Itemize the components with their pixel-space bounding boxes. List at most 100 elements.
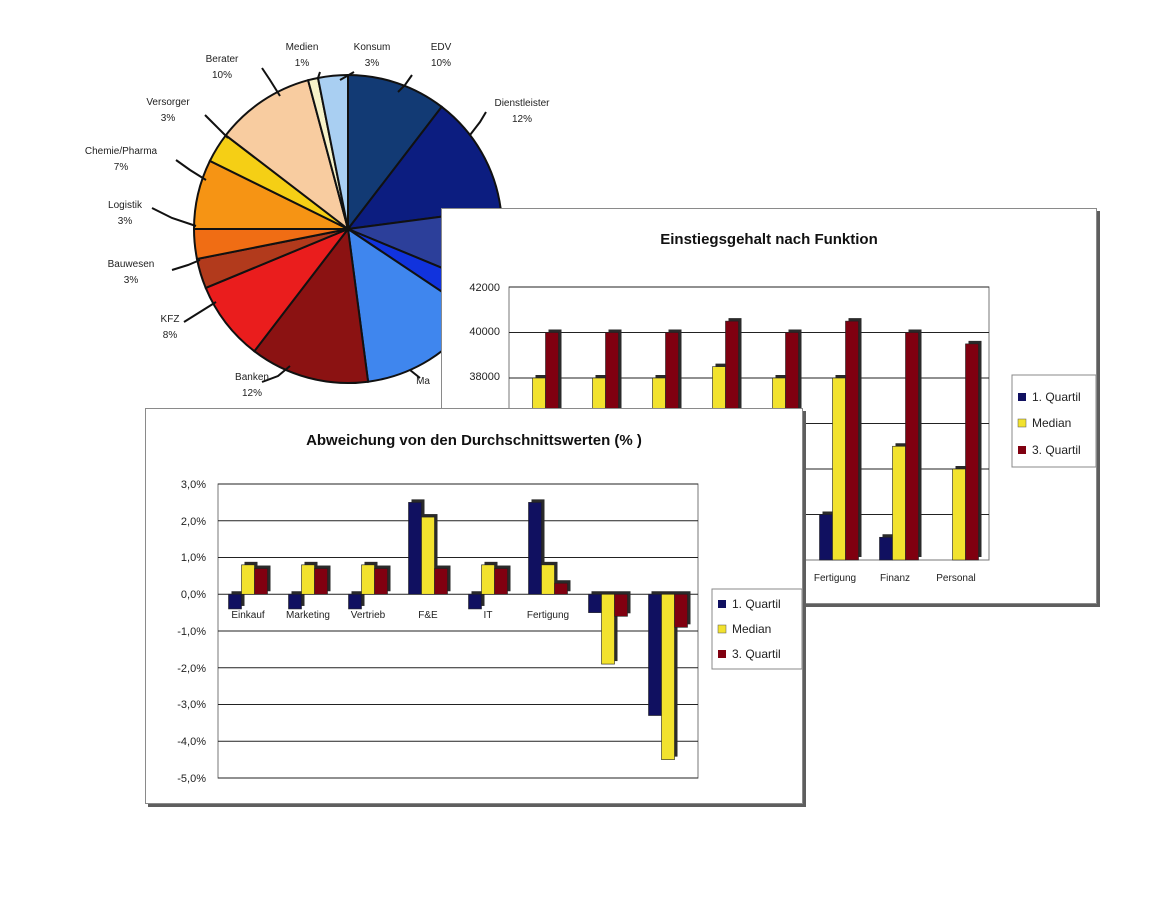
pie-label-berater: Berater [206,54,239,65]
pie-slice-5 [252,226,370,385]
dev-legend-q3: 3. Quartil [732,647,781,661]
salary-bar-s2-c5 [845,320,859,561]
pie-value-banken: 12% [242,388,262,399]
salary-xtick-fertigung: Fertigung [814,573,856,584]
dev-xtick-vertrieb: Vertrieb [351,610,386,621]
salary-bar-s2-c7 [965,343,979,561]
dev-bar-s0-c7 [648,593,662,716]
dev-bar-s0-c5 [528,502,542,595]
salary-bar-s0-c5 [819,514,833,561]
pie-label-medien: Medien [286,42,319,53]
pie-leader-lines [151,67,487,383]
salary-bar-s1-c7 [952,468,966,561]
salary-legend-swatch-q1 [1018,393,1026,401]
dev-xtick-marketing: Marketing [286,610,330,621]
dev-bar-s2-c5 [554,582,568,595]
dev-ytick-7: -4,0% [177,736,206,748]
pie-label-versorger: Versorger [146,97,190,108]
salary-legend-swatch-median [1017,418,1027,428]
salary-xtick-finanz: Finanz [880,573,910,584]
dev-bar-s2-c4 [494,568,508,595]
dev-bar-s0-c2 [348,593,362,610]
pie-label-edv: EDV [431,42,452,53]
dev-xtick-it: IT [484,610,493,621]
pie-label-kfz: KFZ [161,314,180,325]
salary-bar-s1-c6 [892,445,906,561]
deviation-chart: Abweichung von den Durchschnittswerten (… [177,432,802,785]
salary-legend-q1: 1. Quartil [1032,390,1081,404]
dev-bar-s1-c1 [301,564,315,595]
dev-ytick-8: -5,0% [177,773,206,785]
pie-value-edv: 10% [431,58,451,69]
salary-xtick-personal: Personal [936,573,975,584]
salary-legend-median: Median [1032,416,1071,430]
deviation-bars [228,499,691,760]
deviation-x-axis: Einkauf Marketing Vertrieb F&E IT Fertig… [231,610,569,621]
salary-ytick-0: 42000 [469,282,500,294]
dev-bar-s0-c4 [468,593,482,610]
dev-bar-s1-c6 [601,593,615,665]
dev-bar-s1-c7 [661,593,675,760]
dev-bar-s1-c4 [481,564,495,595]
dev-xtick-fe: F&E [418,610,438,621]
dev-legend-box [711,588,802,670]
dev-legend-q1: 1. Quartil [732,597,781,611]
pie-value-versorger: 3% [161,113,176,124]
dev-ytick-2: 1,0% [181,552,206,564]
pie-value-berater: 10% [212,70,232,81]
pie-label-konsum: Konsum [354,42,391,53]
dev-ytick-6: -3,0% [177,699,206,711]
dev-legend-median: Median [732,622,771,636]
dev-bar-s2-c3 [434,568,448,595]
pie-value-kfz: 8% [163,330,178,341]
dev-xtick-einkauf: Einkauf [231,610,265,621]
pie-label-chemie: Chemie/Pharma [85,146,158,157]
dev-bar-s2-c6 [614,593,628,617]
dev-bar-s0-c1 [288,593,302,610]
dev-bar-s1-c0 [241,564,255,595]
dev-legend-swatch-median [717,624,727,634]
pie-value-logistik: 3% [118,216,133,227]
salary-ytick-2: 38000 [469,371,500,383]
salary-chart-title: Einstiegsgehalt nach Funktion [660,231,878,248]
pie-slice-1 [345,105,502,231]
pie-label-logistik: Logistik [108,200,143,211]
salary-x-axis: Fertigung Finanz Personal [814,573,976,584]
pie-labels: EDV 10% Dienstleister 12% Ma Banken 12% … [85,42,550,399]
pie-label-ma: Ma [416,376,430,387]
pie-label-bauwesen: Bauwesen [108,259,155,270]
dev-ytick-5: -2,0% [177,663,206,675]
dev-bar-s2-c2 [374,568,388,595]
dev-legend-swatch-q3 [718,650,726,658]
pie-slice-0 [347,73,444,232]
dev-ytick-0: 3,0% [181,479,206,491]
pie-value-medien: 1% [295,58,310,69]
dev-ytick-3: 0,0% [181,589,206,601]
dev-ytick-1: 2,0% [181,516,206,528]
dev-bar-s1-c3 [421,516,435,595]
dev-xtick-fertigung: Fertigung [527,610,569,621]
dev-bar-s0-c3 [408,502,422,595]
deviation-chart-panel: Abweichung von den Durchschnittswerten (… [145,408,803,804]
salary-ytick-1: 40000 [469,326,500,338]
dev-bar-s2-c0 [254,568,268,595]
dev-legend-swatch-q1 [718,600,726,608]
pie-value-bauwesen: 3% [124,275,139,286]
dev-bar-s0-c0 [228,593,242,610]
deviation-legend: 1. Quartil Median 3. Quartil [711,588,802,670]
pie-value-konsum: 3% [365,58,380,69]
dev-ytick-4: -1,0% [177,626,206,638]
salary-legend-swatch-q3 [1018,446,1026,454]
pie-value-chemie: 7% [114,162,129,173]
salary-y-axis: 42000 40000 38000 [469,282,500,383]
dev-bar-s2-c1 [314,568,328,595]
dev-bar-s2-c7 [674,593,688,628]
salary-legend: 1. Quartil Median 3. Quartil [1011,374,1096,468]
pie-value-dienstleister: 12% [512,114,532,125]
deviation-y-axis: 3,0% 2,0% 1,0% 0,0% -1,0% -2,0% -3,0% -4… [177,479,206,785]
pie-label-dienstleister: Dienstleister [494,98,550,109]
dev-bar-s1-c2 [361,564,375,595]
pie-label-banken: Banken [235,372,269,383]
salary-bar-s0-c6 [879,536,893,561]
salary-bar-s1-c5 [832,377,846,561]
